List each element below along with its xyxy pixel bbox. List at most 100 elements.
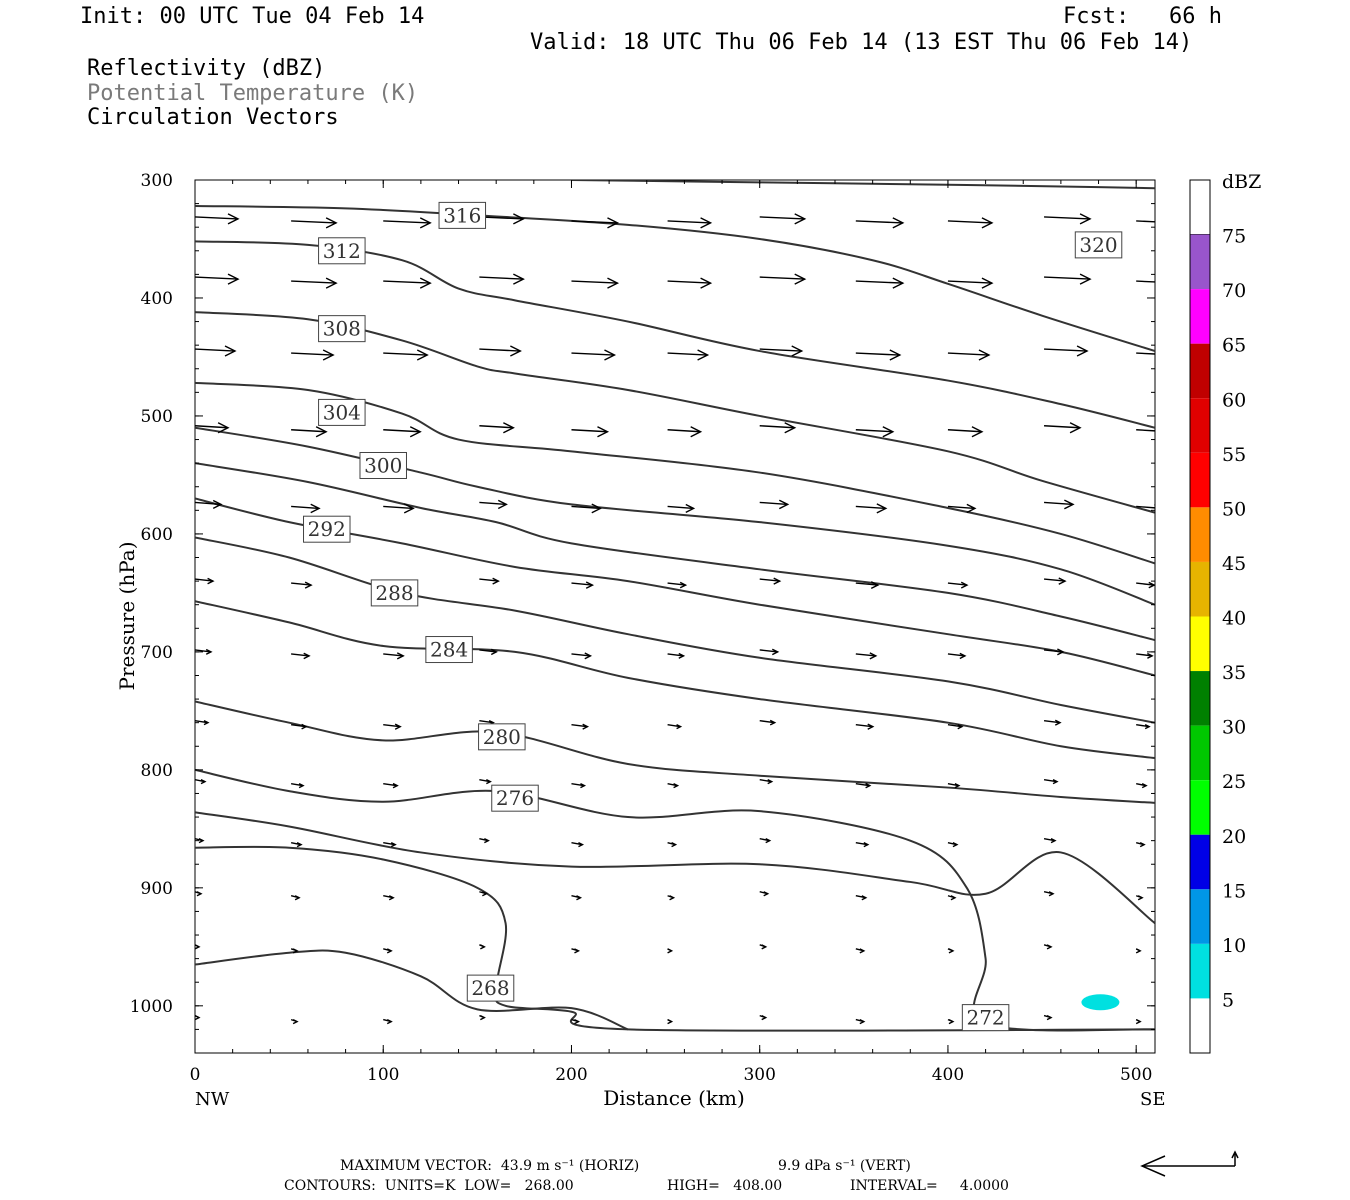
circulation-vector bbox=[1044, 501, 1074, 506]
circulation-vector-head bbox=[403, 503, 415, 514]
circulation-vector bbox=[759, 719, 775, 724]
circulation-vector bbox=[667, 582, 686, 586]
circulation-vector-head bbox=[1057, 648, 1065, 656]
circulation-vector bbox=[571, 429, 608, 433]
contour-label: 300 bbox=[364, 453, 402, 477]
circulation-vector-head bbox=[195, 944, 201, 950]
circulation-vector-head bbox=[954, 783, 961, 789]
contour-label: 312 bbox=[323, 239, 361, 263]
circulation-vector bbox=[855, 505, 886, 510]
circulation-vector bbox=[1044, 348, 1088, 352]
x-tick-label: 400 bbox=[932, 1065, 964, 1085]
circulation-vector bbox=[759, 276, 805, 280]
contour-label: 280 bbox=[483, 725, 521, 749]
circulation-vector-head bbox=[673, 783, 680, 789]
footer-contours: CONTOURS: UNITS=K LOW= 268.00 bbox=[284, 1178, 574, 1194]
circulation-vector bbox=[1136, 220, 1155, 223]
circulation-vector-head bbox=[580, 783, 587, 789]
circulation-vector-head bbox=[227, 213, 240, 225]
field-reflectivity: Reflectivity (dBZ) bbox=[87, 56, 326, 81]
circulation-vector-head bbox=[1169, 278, 1179, 288]
circulation-vector bbox=[479, 216, 524, 220]
circulation-vector bbox=[947, 352, 989, 356]
contour-label-box bbox=[466, 974, 515, 1002]
circulation-vector-head bbox=[778, 499, 790, 510]
theta-contour bbox=[195, 600, 1155, 760]
theta-contour bbox=[195, 700, 1155, 804]
circulation-vector-head bbox=[1159, 427, 1169, 437]
circulation-vector-head bbox=[386, 948, 393, 954]
circulation-vector-head bbox=[1135, 948, 1142, 954]
contour-label-box bbox=[491, 784, 539, 812]
colorbar-tick-label: 50 bbox=[1222, 498, 1246, 520]
y-tick-label: 500 bbox=[141, 407, 173, 427]
circulation-vector-head bbox=[1135, 1018, 1142, 1025]
contour-label: 288 bbox=[375, 581, 413, 605]
circulation-vector bbox=[291, 429, 327, 433]
circulation-vector-head bbox=[419, 217, 432, 229]
circulation-vector-head bbox=[667, 948, 674, 954]
colorbar-label: dBZ bbox=[1222, 171, 1261, 193]
contour-label-box bbox=[359, 451, 407, 479]
circulation-vector bbox=[383, 782, 398, 787]
circulation-vector-head bbox=[1048, 891, 1055, 897]
circulation-vector bbox=[383, 280, 431, 284]
circulation-vector-head bbox=[212, 499, 223, 509]
circulation-vector-head bbox=[198, 838, 205, 844]
circulation-vector bbox=[759, 578, 780, 582]
circulation-vector-head bbox=[304, 581, 313, 589]
circulation-vector bbox=[383, 220, 431, 224]
circulation-vector-head bbox=[510, 345, 522, 357]
circulation-vector-head bbox=[294, 895, 301, 901]
circulation-vector-head bbox=[667, 1018, 674, 1025]
valid-time: Valid: 18 UTC Thu 06 Feb 14 (13 EST Thu … bbox=[530, 30, 1193, 55]
theta-contour bbox=[195, 536, 1155, 724]
colorbar-segment bbox=[1190, 780, 1210, 835]
contour-label-box bbox=[961, 1004, 1010, 1032]
circulation-vector-head bbox=[292, 948, 299, 954]
circulation-vector-head bbox=[582, 723, 590, 730]
circulation-vector-head bbox=[876, 503, 888, 514]
circulation-vector-head bbox=[207, 577, 215, 585]
y-tick-label: 300 bbox=[141, 171, 173, 191]
theta-contour bbox=[195, 204, 1155, 353]
colorbar-segment bbox=[1190, 507, 1210, 562]
circulation-vector bbox=[667, 280, 711, 284]
circulation-vector-head bbox=[865, 782, 872, 789]
contour-label-box bbox=[318, 398, 366, 426]
circulation-vector-head bbox=[1148, 581, 1155, 589]
colorbar-segment bbox=[1190, 234, 1210, 290]
circulation-vector bbox=[479, 578, 499, 582]
contour-label-box bbox=[318, 315, 366, 343]
circulation-vector-head bbox=[482, 891, 488, 897]
circulation-vector-head bbox=[298, 783, 305, 789]
circulation-vector-head bbox=[480, 944, 486, 950]
circulation-vector-head bbox=[604, 349, 617, 361]
circulation-vector-head bbox=[685, 503, 696, 513]
circulation-vector-head bbox=[325, 217, 338, 229]
circulation-vector-head bbox=[484, 838, 490, 844]
circulation-vector-head bbox=[669, 895, 676, 901]
circulation-vector-head bbox=[1050, 838, 1057, 844]
circulation-vector-head bbox=[203, 720, 210, 726]
init-time: Init: 00 UTC Tue 04 Feb 14 bbox=[80, 4, 425, 29]
circulation-vector-head bbox=[492, 577, 500, 585]
x-end-label-nw: NW bbox=[195, 1089, 230, 1110]
circulation-vector-head bbox=[1046, 944, 1053, 950]
circulation-vector-head bbox=[486, 779, 492, 785]
circulation-vector bbox=[195, 276, 239, 280]
circulation-vector bbox=[667, 653, 684, 657]
colorbar-tick-label: 60 bbox=[1222, 389, 1246, 411]
contour-label: 272 bbox=[966, 1006, 1004, 1030]
circulation-vector bbox=[947, 582, 968, 586]
reflectivity-echo bbox=[1081, 994, 1120, 1011]
circulation-vector-head bbox=[1076, 345, 1089, 357]
contour-label: 276 bbox=[496, 786, 534, 810]
circulation-vector-head bbox=[1137, 895, 1144, 901]
reference-vector-icon bbox=[1140, 1150, 1239, 1177]
colorbar-tick-label: 55 bbox=[1222, 444, 1246, 466]
colorbar-tick-label: 45 bbox=[1222, 553, 1246, 575]
circulation-vector bbox=[947, 280, 992, 284]
circulation-vector bbox=[383, 429, 421, 433]
circulation-vector bbox=[1136, 653, 1153, 657]
